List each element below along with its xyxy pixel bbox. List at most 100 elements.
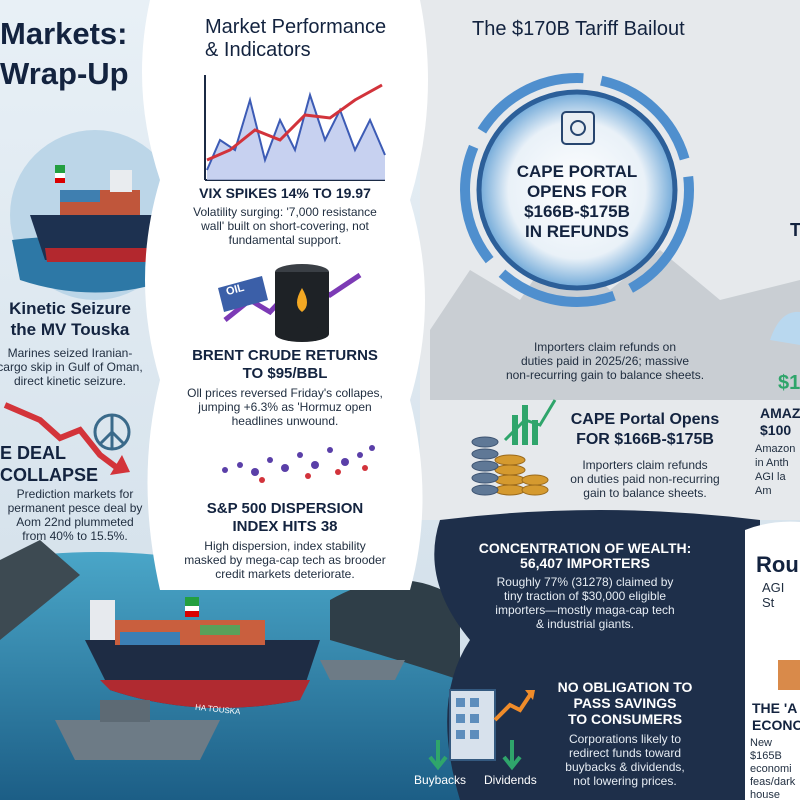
decoration	[494, 464, 526, 476]
decoration	[222, 467, 228, 473]
decoration	[456, 714, 465, 723]
cape-heading: CAPE Portal Opens FOR $166B-$175B	[570, 411, 720, 448]
decoration	[251, 468, 259, 476]
corner-subheading: AGI St	[762, 580, 785, 610]
decoration	[770, 311, 800, 345]
decoration	[456, 698, 479, 739]
decoration	[206, 91, 386, 171]
amazon-heading: AMAZ $100	[760, 405, 800, 438]
decoration	[185, 597, 199, 606]
savings-body: Corporations likely to redirect funds to…	[565, 732, 685, 788]
page-title: Markets: Wrap-Up	[0, 16, 129, 91]
amazon-body: Amazon in Anth AGI la Am	[755, 443, 796, 497]
cape-body: Importers claim refunds on duties paid n…	[570, 458, 720, 500]
brent-heading: BRENT CRUDE RETURNS TO $95/BBL	[192, 347, 378, 382]
decoration	[45, 248, 152, 262]
decoration	[745, 521, 800, 800]
decoration	[200, 625, 240, 635]
decoration	[207, 95, 385, 180]
corner-card-heading: THE 'A ECONO	[752, 700, 800, 733]
decoration	[471, 460, 499, 472]
vix-body: Volatility surging: '7,000 resistance wa…	[193, 205, 377, 247]
amazon-amount: $1	[778, 372, 800, 394]
sp-body: High dispersion, index stability masked …	[184, 539, 386, 581]
portal-heading: CAPE PORTAL OPENS FOR $166B-$175B IN REF…	[516, 162, 638, 241]
decoration	[259, 465, 368, 483]
decoration	[471, 436, 499, 448]
decoration	[362, 465, 368, 471]
decoration	[471, 472, 499, 484]
decoration	[570, 120, 586, 136]
corner-card-body: New $165B economi feas/dark house	[750, 737, 796, 800]
decoration	[110, 430, 126, 446]
sp-heading: S&P 500 DISPERSION INDEX HITS 38	[206, 500, 364, 535]
savings-heading: NO OBLIGATION TO PASS SAVINGS TO CONSUME…	[557, 679, 693, 727]
decoration	[185, 606, 199, 611]
decoration	[476, 89, 678, 291]
decoration	[471, 436, 499, 496]
decoration	[110, 170, 132, 192]
decoration	[471, 484, 499, 496]
decoration	[341, 458, 349, 466]
decoration	[470, 714, 479, 723]
decoration	[502, 740, 522, 771]
decoration	[369, 445, 375, 451]
decoration	[55, 178, 65, 183]
decoration	[460, 73, 694, 307]
dividends-label: Dividends	[484, 773, 537, 787]
seizure-heading: Kinetic Seizure the MV Touska	[9, 299, 131, 339]
decoration	[471, 448, 499, 460]
decoration	[55, 173, 65, 178]
decoration	[494, 454, 526, 466]
decoration	[470, 730, 479, 739]
decoration	[0, 540, 80, 640]
portal-body: Importers claim refunds on duties paid i…	[505, 340, 705, 382]
vix-heading: VIX SPIKES 14% TO 19.97	[199, 185, 371, 201]
decoration	[222, 445, 375, 476]
decoration	[503, 399, 557, 442]
decoration	[521, 484, 549, 496]
decoration	[522, 405, 528, 445]
decoration	[428, 740, 448, 771]
buybacks-label: Buybacks	[414, 773, 467, 787]
decoration	[98, 430, 114, 446]
wealth-heading: CONCENTRATION OF WEALTH:	[478, 540, 692, 556]
decoration	[525, 690, 535, 700]
decoration	[434, 510, 760, 800]
decoration	[456, 698, 465, 707]
deal-body: Prediction markets for permanent pesce d…	[7, 487, 143, 543]
decoration	[120, 632, 180, 645]
decoration	[237, 462, 243, 468]
decoration	[335, 469, 341, 475]
decoration	[259, 477, 265, 483]
decoration	[90, 600, 115, 640]
decoration	[470, 698, 479, 707]
wealth-count: 56,407 IMPORTERS	[520, 555, 650, 571]
decoration	[357, 452, 363, 458]
decoration	[494, 454, 549, 496]
decoration	[521, 474, 549, 486]
decoration	[297, 288, 307, 312]
brent-body: Oll prices reversed Friday's collapes, j…	[187, 386, 383, 428]
seizure-body: Marines seized Iranian- cargo skip in Gu…	[0, 346, 143, 388]
decoration	[100, 700, 150, 722]
decoration	[275, 326, 329, 342]
decoration	[494, 484, 526, 496]
deal-heading: E DEAL COLLAPSE	[0, 443, 99, 485]
decoration	[267, 457, 273, 463]
decoration	[110, 455, 130, 475]
middle-title: Market Performance & Indicators	[205, 16, 387, 61]
decoration	[185, 611, 199, 617]
wealth-body: Roughly 77% (31278) claimed by tiny trac…	[495, 575, 675, 631]
decoration	[320, 660, 405, 680]
decoration	[532, 420, 538, 445]
decoration	[55, 165, 65, 173]
edge-letter: T	[790, 220, 800, 240]
decoration	[60, 190, 100, 202]
decoration	[778, 660, 800, 690]
decoration	[281, 464, 289, 472]
decoration	[206, 83, 383, 162]
decoration	[330, 580, 460, 680]
decoration	[297, 452, 303, 458]
